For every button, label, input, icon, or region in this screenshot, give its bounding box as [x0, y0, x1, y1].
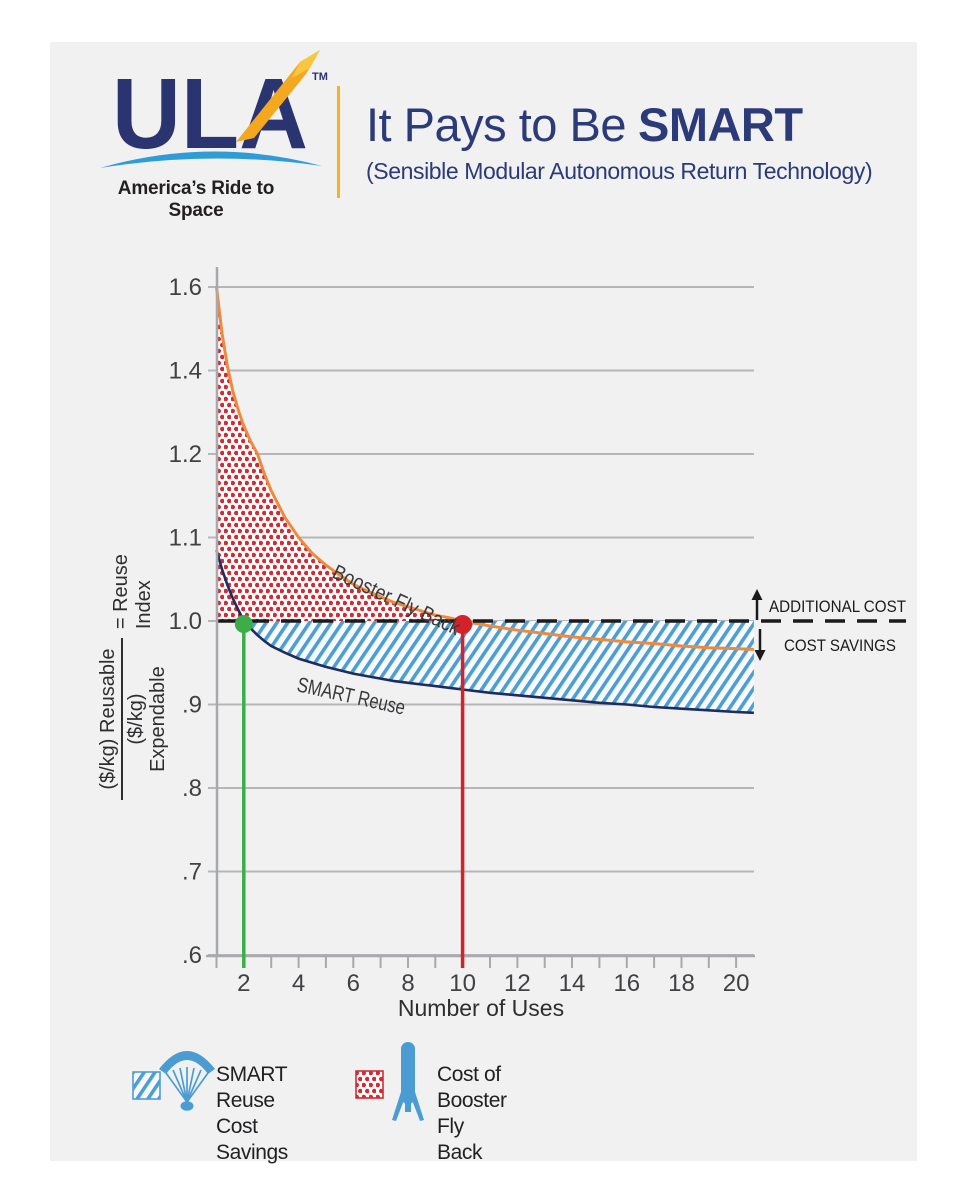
legend-label-booster: Cost of Booster Fly Back: [437, 1063, 507, 1164]
y-axis-label: ($/kg) Reusable ($/kg) Expendable = Reus…: [97, 500, 169, 800]
fraction-denominator: ($/kg) Expendable: [125, 666, 169, 772]
page-title: It Pays to Be SMART: [366, 100, 926, 150]
ula-logo: ULA TM: [100, 50, 328, 170]
y-axis-label-suffix: = Reuse Index: [110, 554, 155, 630]
header-divider: [337, 86, 340, 198]
ula-swoosh-tip-icon: [292, 50, 320, 78]
legend-label-smart: SMART Reuse Cost Savings: [216, 1063, 288, 1164]
ula-tm: TM: [312, 71, 328, 83]
page-title-bold: SMART: [637, 98, 803, 151]
booster-flyback-swatch: [355, 1070, 384, 1099]
parachute-icon: [159, 1051, 215, 1111]
logo-tagline: America’s Ride to Space: [117, 178, 275, 221]
ula-arc-icon: [100, 151, 322, 168]
reuse-index-fraction: ($/kg) Reusable ($/kg) Expendable: [97, 638, 169, 800]
fraction-numerator: ($/kg) Reusable: [97, 638, 123, 800]
page-title-regular: It Pays to Be: [366, 98, 626, 151]
ula-wordmark: ULA: [112, 58, 308, 170]
page-subtitle: (Sensible Modular Autonomous Return Tech…: [366, 158, 873, 184]
smart-reuse-swatch: [132, 1071, 161, 1100]
booster-rocket-icon: [392, 1042, 424, 1121]
